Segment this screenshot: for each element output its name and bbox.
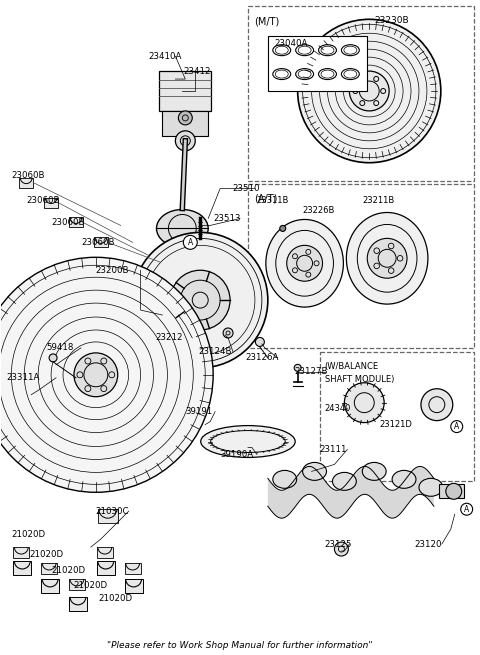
- Bar: [69, 217, 83, 227]
- Text: 21030C: 21030C: [96, 507, 129, 515]
- Text: A: A: [454, 422, 459, 431]
- Bar: [13, 547, 29, 558]
- Bar: [248, 183, 474, 348]
- Text: 21020D: 21020D: [29, 550, 63, 559]
- Ellipse shape: [347, 212, 428, 304]
- Bar: [41, 563, 57, 574]
- Bar: [125, 579, 143, 593]
- Circle shape: [446, 483, 462, 499]
- Text: 39191: 39191: [185, 407, 213, 416]
- Text: 23211B: 23211B: [362, 196, 395, 204]
- Circle shape: [335, 542, 348, 556]
- Circle shape: [287, 246, 323, 281]
- Text: 23230B: 23230B: [374, 16, 409, 26]
- Ellipse shape: [333, 472, 356, 491]
- Text: (A/T): (A/T): [254, 194, 277, 204]
- Circle shape: [298, 19, 441, 162]
- Text: 23111: 23111: [320, 445, 347, 454]
- Text: 21020D: 21020D: [51, 567, 85, 576]
- Text: 23513: 23513: [213, 214, 240, 223]
- Circle shape: [451, 421, 463, 432]
- Text: A: A: [464, 505, 469, 514]
- Text: 23124B: 23124B: [198, 347, 232, 356]
- Circle shape: [255, 337, 264, 346]
- Circle shape: [49, 354, 57, 362]
- Bar: [44, 198, 58, 208]
- Text: 23060B: 23060B: [51, 218, 84, 227]
- Text: 23125: 23125: [324, 540, 352, 549]
- Ellipse shape: [302, 462, 326, 480]
- Bar: [439, 484, 464, 498]
- Circle shape: [461, 503, 473, 515]
- Text: A: A: [188, 238, 193, 247]
- Text: 23127B: 23127B: [295, 367, 328, 377]
- Bar: [98, 509, 118, 523]
- Text: 23121D: 23121D: [379, 420, 412, 428]
- Circle shape: [179, 111, 192, 125]
- Text: 23060B: 23060B: [26, 196, 60, 205]
- Circle shape: [421, 388, 453, 421]
- Ellipse shape: [273, 470, 297, 489]
- Circle shape: [74, 353, 118, 397]
- Bar: [41, 579, 59, 593]
- Text: 23120: 23120: [414, 540, 442, 549]
- Circle shape: [132, 233, 268, 368]
- Text: 23311B: 23311B: [256, 196, 288, 204]
- Circle shape: [223, 328, 233, 338]
- Circle shape: [280, 225, 286, 231]
- Text: 23040A: 23040A: [275, 39, 308, 48]
- Text: 21020D: 21020D: [73, 582, 107, 590]
- Circle shape: [367, 238, 407, 278]
- Text: 21020D: 21020D: [99, 594, 133, 603]
- Text: "Please refer to Work Shop Manual for further information": "Please refer to Work Shop Manual for fu…: [107, 641, 373, 650]
- Bar: [97, 547, 113, 558]
- Ellipse shape: [392, 470, 416, 489]
- Bar: [69, 597, 87, 611]
- Ellipse shape: [156, 210, 208, 248]
- Text: 23412: 23412: [183, 67, 211, 75]
- Circle shape: [294, 364, 301, 371]
- Bar: [125, 563, 141, 574]
- Text: 21020D: 21020D: [12, 530, 46, 538]
- Bar: [320, 352, 474, 481]
- Text: 23060B: 23060B: [12, 171, 45, 180]
- Ellipse shape: [362, 462, 386, 480]
- Bar: [162, 111, 208, 136]
- Text: (M/T): (M/T): [254, 16, 279, 26]
- Circle shape: [0, 257, 213, 493]
- Text: 23200B: 23200B: [96, 266, 129, 274]
- Text: 23510: 23510: [232, 184, 260, 193]
- Text: 23126A: 23126A: [245, 353, 278, 362]
- Text: SHAFT MODULE): SHAFT MODULE): [324, 375, 394, 384]
- Text: 23311A: 23311A: [6, 373, 40, 383]
- Text: 23410A: 23410A: [148, 52, 182, 61]
- Circle shape: [183, 235, 197, 250]
- Bar: [159, 71, 211, 111]
- Text: 39190A: 39190A: [220, 450, 253, 459]
- Ellipse shape: [266, 219, 343, 307]
- Polygon shape: [268, 466, 434, 518]
- Circle shape: [344, 383, 384, 422]
- Bar: [19, 178, 33, 187]
- Bar: [248, 7, 474, 181]
- Bar: [268, 36, 367, 91]
- Text: 23226B: 23226B: [302, 206, 335, 215]
- Bar: [94, 237, 108, 248]
- Circle shape: [170, 271, 230, 330]
- Text: 23212: 23212: [156, 333, 183, 343]
- Ellipse shape: [419, 478, 443, 496]
- Bar: [97, 561, 115, 575]
- Bar: [69, 579, 85, 590]
- Text: 23060B: 23060B: [81, 238, 114, 247]
- Ellipse shape: [201, 426, 295, 457]
- Text: 59418: 59418: [46, 343, 73, 352]
- Text: 24340: 24340: [324, 403, 351, 413]
- Bar: [13, 561, 31, 575]
- Text: (W/BALANCE: (W/BALANCE: [324, 362, 379, 371]
- Circle shape: [175, 131, 195, 151]
- Circle shape: [349, 71, 389, 111]
